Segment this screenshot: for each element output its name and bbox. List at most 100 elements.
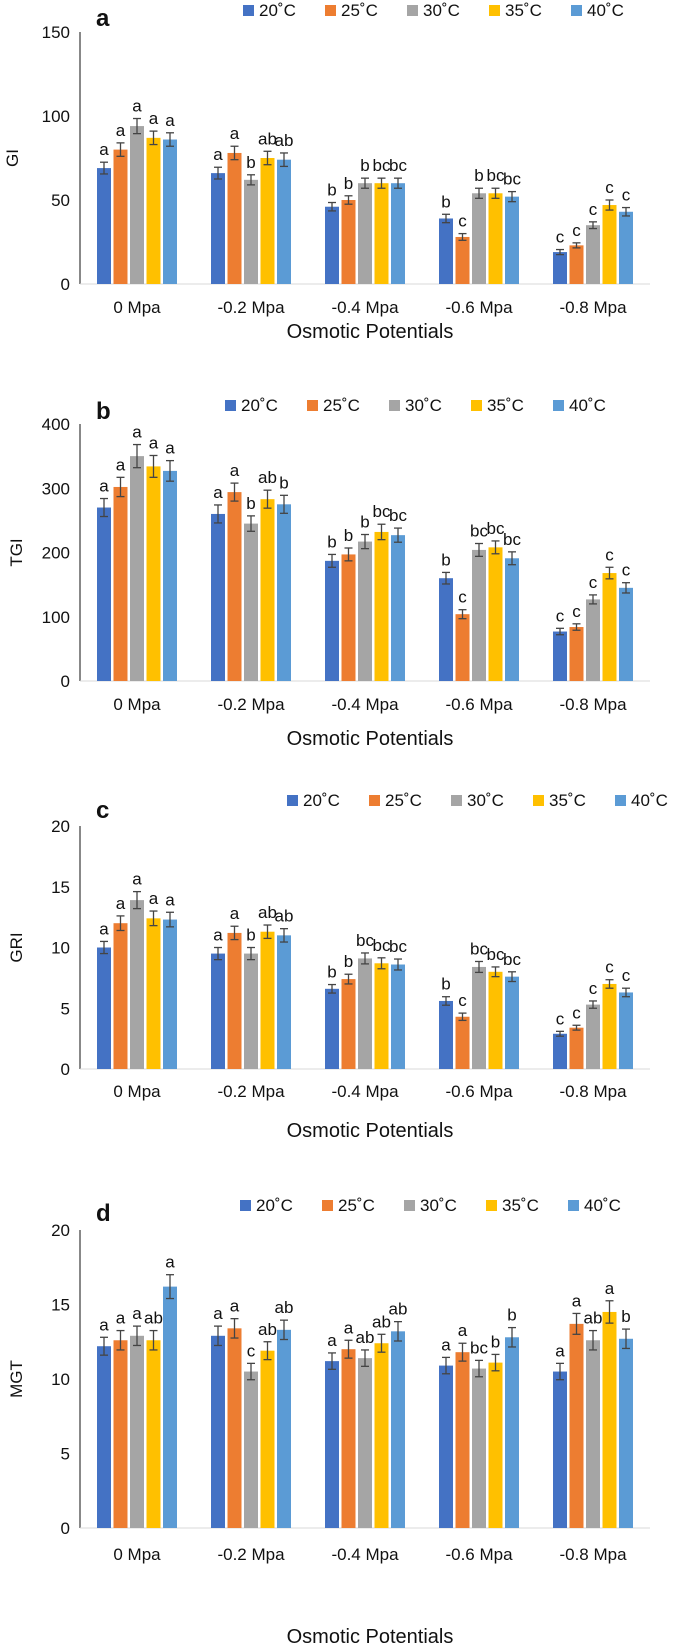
bar <box>277 159 291 284</box>
bar <box>227 492 242 681</box>
bar <box>130 900 144 1069</box>
x-category-label: -0.8 Mpa <box>559 1545 627 1564</box>
y-tick-label: 5 <box>61 1445 70 1464</box>
significance-letter: c <box>622 186 631 205</box>
bar <box>211 1335 225 1528</box>
bar <box>163 139 177 284</box>
y-tick-label: 0 <box>61 1060 70 1079</box>
significance-letter: a <box>116 1309 126 1328</box>
legend-swatch <box>451 795 462 806</box>
significance-letter: b <box>327 963 336 982</box>
y-tick-label: 10 <box>51 939 70 958</box>
bar <box>146 466 161 681</box>
significance-letter: bc <box>503 530 521 549</box>
significance-letter: a <box>132 97 142 116</box>
legend-label: 35˚C <box>549 791 586 810</box>
significance-letter: b <box>507 1306 516 1325</box>
legend-label: 25˚C <box>338 1196 375 1215</box>
legend-swatch <box>407 5 418 16</box>
bar <box>455 1016 470 1069</box>
bar <box>97 947 111 1069</box>
x-category-label: -0.2 Mpa <box>217 1082 285 1101</box>
significance-letter: b <box>441 975 450 994</box>
y-tick-label: 0 <box>61 672 70 691</box>
significance-letter: a <box>149 889 159 908</box>
significance-letter: bc <box>487 519 505 538</box>
significance-letter: c <box>589 200 598 219</box>
y-axis-title: MGT <box>7 1360 26 1398</box>
significance-letter: ab <box>275 131 294 150</box>
significance-letter: ab <box>258 1320 277 1339</box>
bar <box>586 1004 600 1069</box>
bar <box>277 504 291 681</box>
significance-letter: a <box>213 145 223 164</box>
bar <box>505 976 519 1069</box>
significance-letter: c <box>458 212 467 231</box>
bar <box>260 1350 275 1528</box>
significance-letter: b <box>246 926 255 945</box>
bar <box>97 1346 111 1528</box>
bar <box>260 499 275 681</box>
significance-letter: b <box>344 526 353 545</box>
x-category-label: -0.4 Mpa <box>331 298 399 317</box>
significance-letter: ab <box>356 1328 375 1347</box>
x-category-label: 0 Mpa <box>113 1545 161 1564</box>
bar <box>211 513 225 681</box>
bar <box>374 963 389 1069</box>
bar <box>277 1329 291 1528</box>
y-tick-label: 100 <box>42 107 70 126</box>
legend-swatch <box>489 5 500 16</box>
significance-letter: b <box>491 1332 500 1351</box>
bar <box>358 1358 372 1528</box>
bar <box>619 1338 633 1528</box>
significance-letter: b <box>360 156 369 175</box>
significance-letter: bc <box>487 945 505 964</box>
significance-letter: c <box>572 221 581 240</box>
legend-swatch <box>568 1200 579 1211</box>
significance-letter: a <box>116 894 126 913</box>
bar <box>586 225 600 284</box>
bar <box>227 1328 242 1528</box>
legend-label: 30˚C <box>405 396 442 415</box>
legend-swatch <box>322 1200 333 1211</box>
bar <box>569 245 584 284</box>
bar <box>439 1000 453 1069</box>
bar <box>488 547 503 681</box>
bar <box>163 1286 177 1528</box>
significance-letter: ab <box>389 1300 408 1319</box>
x-category-label: -0.2 Mpa <box>217 695 285 714</box>
bar <box>488 971 503 1069</box>
bar <box>439 578 453 681</box>
bar <box>244 953 258 1069</box>
x-category-label: -0.2 Mpa <box>217 298 285 317</box>
panel-b: b 20˚C 25˚C 30˚C 35˚C 40˚C 0 100 200 300 400 TGI 0 M… <box>7 396 650 750</box>
legend-label: 20˚C <box>241 396 278 415</box>
bar <box>227 152 242 284</box>
significance-letter: bc <box>470 522 488 541</box>
significance-letter: b <box>441 192 450 211</box>
significance-letter: ab <box>275 907 294 926</box>
bar <box>553 631 567 681</box>
legend-swatch <box>225 400 236 411</box>
significance-letter: c <box>572 1003 581 1022</box>
bar <box>439 218 453 284</box>
y-tick-label: 50 <box>51 191 70 210</box>
bar <box>619 992 633 1069</box>
bar <box>472 1368 486 1528</box>
significance-letter: a <box>165 1253 175 1272</box>
x-category-label: -0.4 Mpa <box>331 1545 399 1564</box>
legend-swatch <box>533 795 544 806</box>
y-tick-label: 0 <box>61 1519 70 1538</box>
legend-swatch <box>243 5 254 16</box>
legend-label: 35˚C <box>505 1 542 20</box>
legend-swatch <box>240 1200 251 1211</box>
significance-letter: a <box>230 124 240 143</box>
panel-letter: a <box>96 5 110 32</box>
significance-letter: a <box>458 1321 468 1340</box>
legend-swatch <box>571 5 582 16</box>
bar <box>569 1323 584 1528</box>
x-category-label: -0.6 Mpa <box>445 298 513 317</box>
significance-letter: c <box>458 991 467 1010</box>
